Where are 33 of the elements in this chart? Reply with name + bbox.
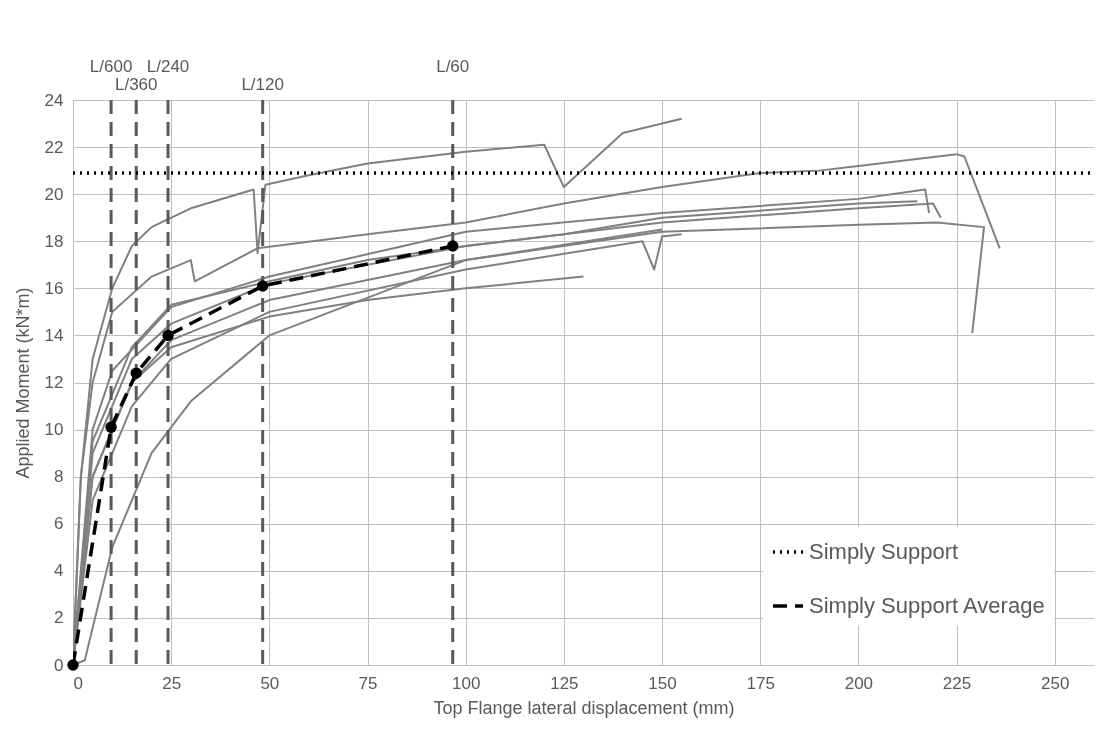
x-tick-label: 0 <box>73 673 83 693</box>
x-tick-label: 200 <box>844 673 874 693</box>
ref-line-label: L/120 <box>241 75 284 94</box>
y-tick-label: 0 <box>54 655 64 675</box>
y-tick-label: 12 <box>44 373 64 392</box>
x-tick-label: 25 <box>162 673 182 693</box>
x-tick-label: 225 <box>942 673 972 693</box>
x-tick-label: 125 <box>550 673 579 693</box>
x-tick-label: 100 <box>452 673 481 693</box>
y-tick-label: 24 <box>44 90 64 110</box>
y-tick-label: 2 <box>54 608 64 628</box>
y-tick-label: 18 <box>44 231 64 251</box>
ref-line-label: L/60 <box>436 57 470 76</box>
legend-label: Simply Support <box>809 539 959 564</box>
y-tick-label: 6 <box>54 514 64 534</box>
ref-line-label: L/600 <box>89 57 133 76</box>
x-axis-title: Top Flange lateral displacement (mm) <box>433 697 735 718</box>
x-tick-label: 75 <box>358 673 378 693</box>
legend-label: Simply Support Average <box>809 593 1045 618</box>
y-tick-label: 16 <box>44 278 64 298</box>
y-tick-label: 20 <box>44 184 64 204</box>
ref-line-label: L/360 <box>114 75 158 94</box>
x-tick-label: 250 <box>1041 673 1070 693</box>
y-tick-label: 22 <box>44 137 64 157</box>
y-tick-label: 8 <box>54 467 64 487</box>
y-tick-label: 10 <box>44 420 64 440</box>
ref-line-label: L/240 <box>146 57 190 76</box>
x-tick-label: 175 <box>746 673 775 693</box>
x-tick-label: 50 <box>260 673 280 693</box>
y-axis-title: Applied Moment (kN*m) <box>12 287 33 479</box>
y-tick-label: 4 <box>54 561 64 581</box>
y-tick-label: 14 <box>44 325 64 345</box>
x-tick-label: 150 <box>648 673 677 693</box>
